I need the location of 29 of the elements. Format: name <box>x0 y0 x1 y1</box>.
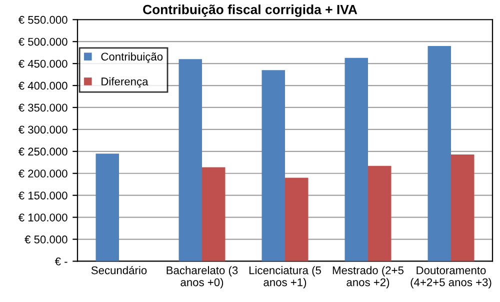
bar <box>202 167 226 262</box>
y-tick-label: € 200.000 <box>18 170 68 178</box>
bar <box>285 178 308 262</box>
x-tick-label: Bacharelato (3 anos +0) <box>166 266 238 288</box>
bar <box>96 154 119 262</box>
chart-title: Contribuição fiscal corrigida + IVA <box>143 4 358 17</box>
bar <box>262 70 285 262</box>
bar <box>368 166 392 262</box>
bar <box>451 154 474 262</box>
y-tick-label: € 100.000 <box>18 214 68 222</box>
legend-label: Diferença <box>102 77 148 88</box>
x-tick-label: Licenciatura (5 anos +1) <box>249 266 321 288</box>
bar <box>344 58 368 262</box>
y-tick-label: € 300.000 <box>18 126 68 134</box>
y-tick-label: € 550.000 <box>18 16 68 24</box>
x-tick-label: Secundário <box>91 266 147 274</box>
x-tick-label: Mestrado (2+5 anos +2) <box>332 266 404 288</box>
y-tick-label: € 350.000 <box>18 104 68 112</box>
x-tick-label: Doutoramento (4+2+5 anos +3) <box>410 266 492 288</box>
y-tick-label: € 250.000 <box>18 148 68 156</box>
bar <box>428 46 451 262</box>
y-tick-label: € 450.000 <box>18 60 68 68</box>
legend-label: Contribuição <box>101 52 163 63</box>
bar <box>178 59 202 262</box>
y-tick-label: € 50.000 <box>24 236 68 244</box>
y-tick-label: € 150.000 <box>18 192 68 200</box>
y-tick-label: € 500.000 <box>18 38 68 46</box>
y-tick-label: € - <box>54 257 68 266</box>
y-tick-label: € 400.000 <box>18 82 68 90</box>
